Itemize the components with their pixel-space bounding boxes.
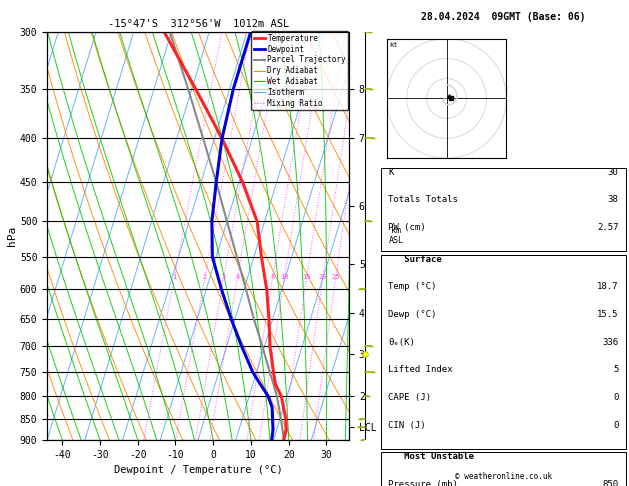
Bar bbox=[381, 255, 626, 449]
Text: Dewp (°C): Dewp (°C) bbox=[388, 310, 437, 319]
Legend: Temperature, Dewpoint, Parcel Trajectory, Dry Adiabat, Wet Adiabat, Isotherm, Mi: Temperature, Dewpoint, Parcel Trajectory… bbox=[252, 31, 348, 110]
Text: 28.04.2024  09GMT (Base: 06): 28.04.2024 09GMT (Base: 06) bbox=[421, 12, 586, 22]
Text: 10: 10 bbox=[281, 274, 289, 279]
Text: 4: 4 bbox=[235, 274, 240, 279]
Text: 0: 0 bbox=[613, 393, 618, 402]
Bar bbox=[381, 168, 626, 251]
Text: 1: 1 bbox=[172, 274, 177, 279]
Text: 15: 15 bbox=[303, 274, 311, 279]
Text: 38: 38 bbox=[608, 195, 618, 205]
Y-axis label: km
ASL: km ASL bbox=[388, 226, 403, 245]
Text: kt: kt bbox=[389, 42, 398, 48]
Title: -15°47'S  312°56'W  1012m ASL: -15°47'S 312°56'W 1012m ASL bbox=[108, 19, 289, 30]
Text: θₑ(K): θₑ(K) bbox=[388, 338, 415, 347]
Text: 2.57: 2.57 bbox=[597, 223, 618, 232]
Text: CAPE (J): CAPE (J) bbox=[388, 393, 431, 402]
Text: 25: 25 bbox=[331, 274, 340, 279]
Text: Most Unstable: Most Unstable bbox=[388, 452, 474, 462]
Text: 336: 336 bbox=[603, 338, 618, 347]
Text: 850: 850 bbox=[603, 480, 618, 486]
Text: 8: 8 bbox=[270, 274, 275, 279]
X-axis label: Dewpoint / Temperature (°C): Dewpoint / Temperature (°C) bbox=[114, 465, 282, 475]
Text: Lifted Index: Lifted Index bbox=[388, 365, 452, 375]
Text: © weatheronline.co.uk: © weatheronline.co.uk bbox=[455, 472, 552, 481]
Text: 30: 30 bbox=[608, 168, 618, 177]
Text: 20: 20 bbox=[319, 274, 327, 279]
Text: 0: 0 bbox=[613, 421, 618, 430]
Bar bbox=[381, 452, 626, 486]
Text: CIN (J): CIN (J) bbox=[388, 421, 426, 430]
Text: 5: 5 bbox=[613, 365, 618, 375]
Text: PW (cm): PW (cm) bbox=[388, 223, 426, 232]
Y-axis label: hPa: hPa bbox=[7, 226, 17, 246]
Text: 3: 3 bbox=[221, 274, 226, 279]
Text: 18.7: 18.7 bbox=[597, 282, 618, 292]
Text: 2: 2 bbox=[203, 274, 207, 279]
Text: Temp (°C): Temp (°C) bbox=[388, 282, 437, 292]
Text: 15.5: 15.5 bbox=[597, 310, 618, 319]
Text: Pressure (mb): Pressure (mb) bbox=[388, 480, 458, 486]
Text: Totals Totals: Totals Totals bbox=[388, 195, 458, 205]
Text: Surface: Surface bbox=[388, 255, 442, 264]
Text: K: K bbox=[388, 168, 393, 177]
